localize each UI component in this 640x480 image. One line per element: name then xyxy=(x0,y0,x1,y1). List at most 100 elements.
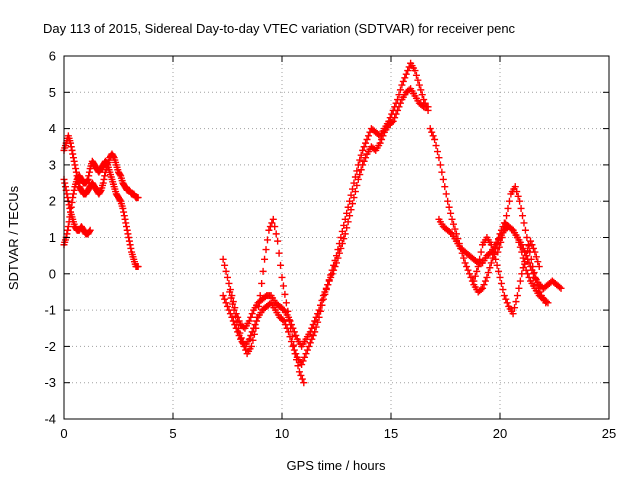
data-point xyxy=(124,230,132,238)
data-point xyxy=(245,335,253,343)
data-point xyxy=(503,299,511,307)
data-point xyxy=(498,234,506,241)
x-tick-label: 5 xyxy=(169,426,176,441)
x-tick-label: 20 xyxy=(493,426,507,441)
data-point xyxy=(334,254,342,262)
data-point xyxy=(351,188,359,196)
data-point xyxy=(497,279,505,287)
data-point xyxy=(303,346,311,354)
data-point xyxy=(486,249,494,257)
data-point xyxy=(263,236,271,244)
data-point xyxy=(432,142,440,150)
data-point xyxy=(476,255,484,263)
data-point xyxy=(262,246,270,254)
y-tick-label: -1 xyxy=(44,303,56,318)
data-point xyxy=(64,223,72,231)
data-point xyxy=(251,321,259,329)
data-point xyxy=(492,255,500,263)
data-point xyxy=(286,317,294,325)
data-point xyxy=(399,77,407,85)
data-point xyxy=(391,114,399,122)
data-point xyxy=(319,292,327,300)
data-point xyxy=(496,273,504,281)
data-point xyxy=(302,350,310,358)
data-point xyxy=(502,295,510,303)
x-axis-label: GPS time / hours xyxy=(287,458,386,473)
data-point xyxy=(318,296,326,304)
data-point xyxy=(255,302,263,310)
data-point xyxy=(518,270,526,278)
data-point xyxy=(512,298,520,306)
data-point xyxy=(511,183,519,191)
data-point xyxy=(359,161,367,169)
data-point xyxy=(516,197,524,205)
data-point xyxy=(68,146,76,154)
data-point xyxy=(474,263,482,271)
data-point xyxy=(557,284,565,292)
data-point xyxy=(445,203,453,211)
data-point xyxy=(481,277,489,285)
data-point xyxy=(511,304,519,312)
data-point xyxy=(247,313,255,321)
series-track-g xyxy=(426,125,565,296)
data-point xyxy=(245,317,253,325)
data-point xyxy=(532,275,540,283)
data-point xyxy=(477,286,485,294)
data-point xyxy=(435,154,443,162)
data-point xyxy=(300,379,308,387)
data-point xyxy=(518,248,526,256)
y-tick-label: 4 xyxy=(49,121,56,136)
data-point xyxy=(221,261,229,269)
data-point xyxy=(477,248,485,256)
data-point xyxy=(411,67,419,75)
data-point xyxy=(363,135,371,143)
data-point xyxy=(282,299,290,307)
data-point xyxy=(524,241,532,249)
data-point xyxy=(72,165,80,173)
data-point xyxy=(500,226,508,234)
data-point xyxy=(134,263,142,271)
data-point xyxy=(308,324,316,332)
data-point xyxy=(265,226,273,234)
data-point xyxy=(231,312,239,320)
data-point xyxy=(125,237,133,245)
data-point xyxy=(360,143,368,151)
data-point xyxy=(513,292,521,300)
data-point xyxy=(289,342,297,350)
data-point xyxy=(69,154,77,162)
data-point xyxy=(322,284,330,292)
data-point xyxy=(500,292,508,300)
data-point xyxy=(515,238,523,246)
data-point xyxy=(248,310,256,318)
data-point xyxy=(295,368,303,376)
y-tick-label: 2 xyxy=(49,194,56,209)
data-point xyxy=(359,146,367,154)
y-axis-ticks: -4 -3 -2 -1 0 1 2 3 4 5 6 xyxy=(44,49,609,427)
data-point xyxy=(253,313,261,321)
data-point xyxy=(447,209,455,217)
data-point xyxy=(237,334,245,342)
data-point xyxy=(473,267,481,275)
data-point xyxy=(268,219,276,227)
data-point xyxy=(298,361,306,369)
data-point xyxy=(389,117,397,125)
data-point xyxy=(290,341,298,349)
data-point xyxy=(224,302,231,310)
data-point xyxy=(471,272,479,280)
data-point xyxy=(489,246,497,254)
data-point xyxy=(121,215,129,223)
data-point xyxy=(233,318,241,326)
data-point xyxy=(277,261,285,269)
data-point xyxy=(495,267,503,275)
y-tick-label: 5 xyxy=(49,85,56,100)
data-point xyxy=(514,192,522,200)
data-point xyxy=(122,223,130,231)
data-point xyxy=(250,330,258,338)
data-point xyxy=(225,279,233,287)
data-point xyxy=(357,151,365,159)
y-tick-label: -3 xyxy=(44,375,56,390)
data-point xyxy=(312,313,320,321)
data-point xyxy=(513,188,521,196)
data-point xyxy=(536,288,544,296)
